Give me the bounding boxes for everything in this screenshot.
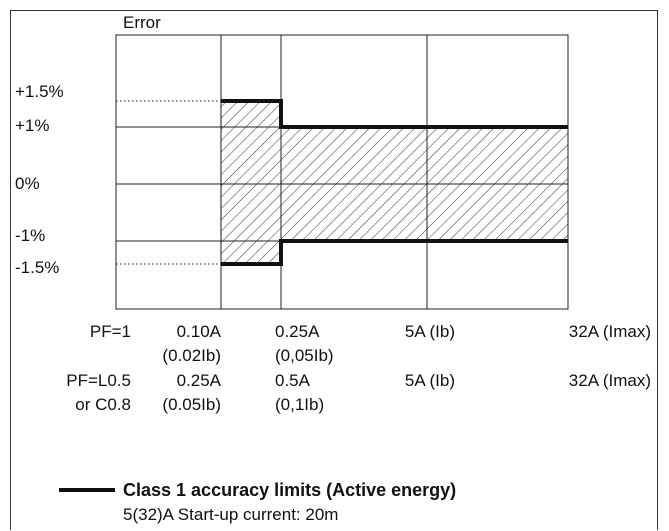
x-tick-label: 5A (Ib) xyxy=(405,322,455,341)
x-tick-label: (0,1Ib) xyxy=(275,395,324,414)
y-tick-label: -1% xyxy=(15,226,45,245)
legend-title: Class 1 accuracy limits (Active energy) xyxy=(123,480,456,500)
upper-limit-line xyxy=(221,99,568,129)
lower-limit-line xyxy=(221,239,568,266)
x-tick-label: 0.10A xyxy=(177,322,222,341)
chart-svg: Error +1.5% +1% 0% -1% -1.5% PF=1 0.10A 0.25A 5A … xyxy=(15,13,651,524)
y-tick-label: +1.5% xyxy=(15,82,64,101)
legend-subtitle: 5(32)A Start-up current: 20m xyxy=(123,505,338,524)
x-tick-label: 32A (Imax) xyxy=(569,322,651,341)
x-tick-label: 0.25A xyxy=(275,322,320,341)
chart-frame: Error +1.5% +1% 0% -1% -1.5% PF=1 0.10A 0.25A 5A … xyxy=(10,10,658,530)
limit-band-hatch-0 xyxy=(221,101,281,264)
x-row-label: PF=1 xyxy=(90,322,131,341)
x-tick-label: 0.25A xyxy=(177,371,222,390)
y-tick-label: +1% xyxy=(15,116,50,135)
y-axis-title: Error xyxy=(123,13,161,32)
x-tick-label: (0.02Ib) xyxy=(162,346,221,365)
x-tick-label: (0.05Ib) xyxy=(162,395,221,414)
plot-area-border xyxy=(115,34,569,310)
x-tick-label: 5A (Ib) xyxy=(405,371,455,390)
x-tick-label: 0.5A xyxy=(275,371,311,390)
x-row-label: PF=L0.5 xyxy=(66,371,131,390)
x-row-label: or C0.8 xyxy=(75,395,131,414)
y-tick-label: 0% xyxy=(15,174,40,193)
y-tick-label: -1.5% xyxy=(15,258,59,277)
x-tick-label: 32A (Imax) xyxy=(569,371,651,390)
x-tick-label: (0,05Ib) xyxy=(275,346,334,365)
